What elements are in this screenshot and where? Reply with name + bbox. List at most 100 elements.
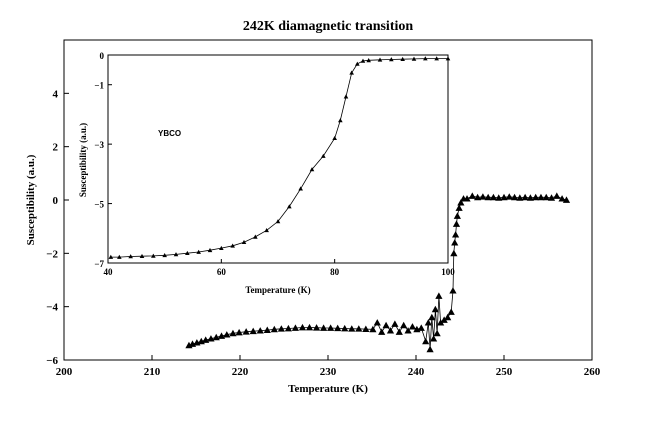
- inset-y-tick-label-0: −7: [94, 259, 104, 269]
- main-data-point-46: [431, 305, 439, 313]
- main-x-axis-label: Temperature (K): [288, 383, 368, 395]
- inset-data-point-6: [173, 252, 179, 257]
- main-data-point-43: [426, 345, 434, 353]
- inset-data-point-22: [343, 94, 349, 99]
- inset-data-point-33: [445, 56, 451, 61]
- main-y-tick-label-1: −4: [46, 302, 58, 314]
- main-data-point-50: [440, 316, 448, 323]
- main-data-point-18: [291, 324, 300, 331]
- main-data-point-7: [217, 332, 226, 339]
- inset-data-point-25: [360, 58, 366, 63]
- main-data-point-21: [312, 324, 321, 331]
- main-y-axis-label: Susceptibility (a.u.): [25, 154, 37, 245]
- main-data-point-63: [468, 192, 476, 199]
- main-data-point-76: [537, 193, 545, 201]
- main-data-point-19: [298, 323, 307, 331]
- main-data-point-22: [320, 324, 328, 331]
- inset-annotation-ybco: YBCO: [158, 129, 181, 138]
- main-data-point-38: [408, 323, 417, 330]
- main-data-point-80: [558, 195, 566, 202]
- main-y-tick-label-0: −6: [46, 355, 58, 367]
- main-data-point-25: [341, 324, 349, 332]
- main-data-point-77: [542, 193, 550, 201]
- inset-x-tick-label-0: 40: [104, 267, 114, 277]
- main-y-tick-label-2: −2: [46, 248, 58, 260]
- inset-data-point-11: [230, 243, 235, 248]
- main-data-point-27: [355, 325, 363, 332]
- inset-data-point-20: [332, 135, 337, 141]
- main-y-tick-label-3: 0: [53, 195, 59, 207]
- main-series: [185, 192, 571, 353]
- main-x-tick-label-6: 260: [584, 366, 601, 378]
- inset-data-point-18: [309, 167, 315, 172]
- main-data-point-26: [348, 325, 356, 332]
- inset-x-tick-label-2: 80: [330, 267, 340, 277]
- main-data-point-58: [453, 212, 461, 219]
- main-data-point-59: [455, 204, 463, 211]
- inset-data-point-5: [162, 252, 167, 258]
- inset-y-tick-label-3: −1: [94, 81, 104, 91]
- main-data-point-36: [400, 321, 408, 329]
- inset-y-tick-label-1: −5: [94, 200, 104, 210]
- main-data-point-41: [422, 337, 430, 345]
- main-data-point-40: [417, 324, 425, 331]
- main-x-axis: 200 210 220 230 240 250 260: [56, 355, 601, 378]
- inset-data-point-4: [151, 253, 156, 258]
- main-data-point-12: [249, 327, 257, 335]
- inset-data-point-0: [108, 254, 114, 259]
- main-data-point-8: [223, 331, 231, 338]
- main-data-point-4: [202, 336, 210, 343]
- inset-data-point-10: [219, 245, 224, 250]
- main-data-point-62: [463, 195, 471, 202]
- inset-data-point-24: [355, 61, 360, 66]
- main-data-point-48: [435, 292, 443, 299]
- inset-data-point-30: [411, 56, 417, 61]
- main-data-point-78: [547, 194, 556, 201]
- main-data-point-55: [451, 239, 459, 246]
- main-data-point-34: [391, 320, 399, 327]
- main-data-point-52: [447, 308, 455, 315]
- inset-data-point-9: [207, 247, 213, 253]
- inset-series: [108, 56, 451, 259]
- inset-y-axis: −7 −5 −3 −1 0: [94, 51, 112, 269]
- inset-data-point-28: [389, 57, 394, 62]
- main-series-line-0: [188, 195, 567, 350]
- inset-data-point-26: [366, 58, 371, 63]
- main-data-point-16: [277, 325, 285, 332]
- inset-y-axis-label: Susceptibility (a.u.): [78, 123, 88, 197]
- inset-data-point-2: [128, 254, 133, 259]
- inset-data-point-31: [423, 56, 428, 61]
- main-data-point-23: [327, 324, 335, 331]
- chart-title: 242K diamagnetic transition: [243, 19, 414, 34]
- main-data-point-51: [444, 313, 452, 321]
- inset-data-point-23: [349, 70, 354, 75]
- main-data-point-45: [430, 335, 438, 342]
- main-data-point-79: [553, 192, 561, 199]
- inset-series-line-0: [110, 58, 448, 258]
- main-data-point-60: [457, 199, 465, 206]
- main-data-point-57: [452, 220, 461, 227]
- main-y-tick-label-4: 2: [53, 142, 59, 154]
- main-data-point-49: [437, 319, 445, 326]
- main-data-point-11: [242, 328, 250, 335]
- inset-data-point-8: [196, 249, 201, 254]
- main-data-point-20: [305, 323, 314, 331]
- main-data-point-65: [479, 193, 487, 200]
- main-data-point-69: [500, 193, 508, 201]
- main-x-tick-label-5: 250: [496, 366, 513, 378]
- main-data-point-29: [369, 325, 377, 333]
- inset-data-point-15: [275, 219, 281, 224]
- main-y-axis: −6 −4 −2 0 2 4: [46, 88, 69, 367]
- main-data-point-17: [284, 324, 292, 332]
- main-data-point-70: [505, 193, 513, 200]
- main-data-point-37: [404, 327, 412, 334]
- main-data-point-64: [474, 193, 482, 201]
- main-data-point-73: [521, 193, 529, 201]
- inset-data-point-13: [253, 234, 258, 239]
- main-y-tick-label-5: 4: [53, 88, 59, 100]
- main-data-point-9: [229, 329, 237, 337]
- main-data-point-44: [428, 313, 436, 321]
- inset-x-axis-label: Temperature (K): [245, 285, 310, 295]
- main-data-point-31: [378, 328, 386, 335]
